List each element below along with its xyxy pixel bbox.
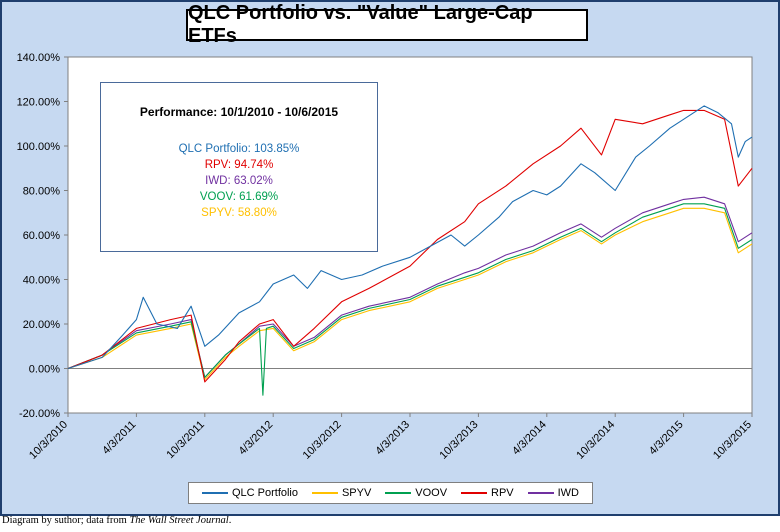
performance-period: Performance: 10/1/2010 - 10/6/2015 — [139, 105, 339, 119]
x-tick-label: 10/3/2013 — [437, 419, 480, 462]
legend-label: VOOV — [415, 487, 448, 499]
performance-stats: QLC Portfolio: 103.85% RPV: 94.74% IWD: … — [101, 141, 377, 221]
legend-swatch — [461, 492, 488, 494]
x-tick-label: 4/3/2012 — [237, 419, 276, 458]
x-tick-label: 4/3/2011 — [100, 419, 138, 457]
legend-item-iwd: IWD — [527, 487, 579, 499]
x-tick-label: 10/3/2014 — [574, 419, 617, 462]
legend-item-spyv: SPYV — [311, 487, 372, 499]
x-tick-label: 10/3/2010 — [27, 419, 70, 462]
x-tick-label: 4/3/2013 — [373, 419, 412, 458]
legend-item-voov: VOOV — [385, 487, 447, 499]
legend-label: IWD — [557, 487, 579, 499]
source-credit: Diagram by suthor; data from The Wall St… — [2, 515, 232, 526]
legend-item-rpv: RPV — [461, 487, 514, 499]
x-tick-label: 10/3/2015 — [711, 419, 754, 462]
legend-item-qlc: QLC Portfolio — [201, 487, 298, 499]
legend-swatch — [201, 492, 228, 494]
stat-rpv: RPV: 94.74% — [204, 159, 274, 171]
y-tick-label: 20.00% — [23, 319, 61, 331]
legend-label: RPV — [491, 487, 514, 499]
stat-voov: VOOV: 61.69% — [199, 191, 279, 203]
legend-label: SPYV — [341, 487, 372, 499]
series-line-qlc-portfolio — [67, 105, 753, 370]
chart-legend: QLC Portfolio SPYV VOOV RPV IWD — [188, 482, 593, 504]
y-tick-label: 140.00% — [17, 52, 61, 64]
x-tick-label: 4/3/2014 — [510, 419, 549, 458]
y-tick-label: 40.00% — [23, 275, 61, 287]
y-tick-label: 60.00% — [23, 230, 61, 242]
performance-annotation: Performance: 10/1/2010 - 10/6/2015 QLC P… — [100, 82, 378, 252]
source-name: The Wall Street Journal — [129, 515, 229, 526]
legend-swatch — [311, 492, 338, 494]
stat-qlc: QLC Portfolio: 103.85% — [178, 143, 300, 155]
stat-spyv: SPYV: 58.80% — [201, 207, 277, 219]
legend-swatch — [527, 492, 554, 494]
y-tick-label: 80.00% — [23, 186, 61, 198]
x-tick-label: 10/3/2012 — [301, 419, 344, 462]
chart-title: QLC Portfolio vs. "Value" Large-Cap ETFs — [186, 2, 588, 47]
legend-swatch — [385, 492, 412, 494]
legend-label: QLC Portfolio — [231, 487, 298, 499]
x-tick-label: 4/3/2015 — [647, 419, 686, 458]
y-tick-label: 120.00% — [17, 97, 61, 109]
y-tick-label: -20.00% — [19, 408, 60, 420]
y-tick-label: 0.00% — [29, 364, 60, 376]
x-tick-label: 10/3/2011 — [164, 419, 207, 462]
series-line-rpv — [67, 109, 753, 383]
y-tick-label: 100.00% — [17, 141, 61, 153]
series-line-voov — [67, 203, 753, 396]
stat-iwd: IWD: 63.02% — [205, 175, 273, 187]
